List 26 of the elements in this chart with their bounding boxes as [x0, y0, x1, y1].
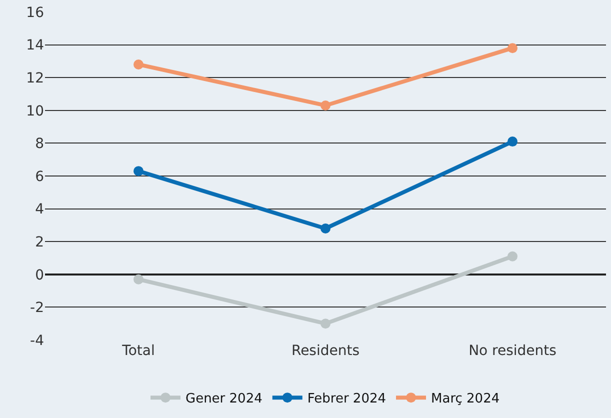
y-tick-label: 2 [35, 234, 44, 250]
legend-label: Març 2024 [431, 392, 500, 407]
y-tick-label: 14 [26, 38, 44, 54]
point [320, 318, 330, 329]
point [508, 136, 518, 147]
point [134, 59, 144, 70]
point [134, 274, 144, 284]
y-tick-label: 6 [35, 168, 44, 185]
x-tick-label: Total [121, 343, 155, 359]
y-tick-label: 8 [35, 136, 44, 152]
point [508, 43, 518, 54]
point [134, 166, 144, 176]
point [320, 100, 330, 110]
legend-label: Febrer 2024 [307, 392, 386, 407]
x-tick-label: Residents [291, 343, 360, 359]
y-tick-label: 4 [35, 202, 44, 218]
y-tick-label: 12 [26, 70, 44, 86]
y-tick-label: -4 [30, 332, 44, 349]
point [320, 223, 330, 234]
y-tick-label: 10 [26, 103, 44, 120]
legend-label: Gener 2024 [186, 392, 262, 407]
y-tick-label: 16 [26, 4, 44, 21]
y-tick-label: 0 [35, 267, 44, 284]
x-tick-label: No residents [468, 343, 556, 359]
y-tick-label: -2 [30, 300, 44, 316]
point [508, 251, 518, 262]
